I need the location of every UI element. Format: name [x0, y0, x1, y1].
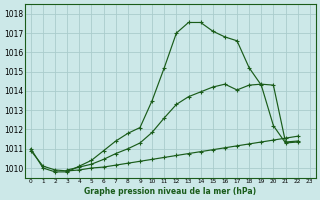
X-axis label: Graphe pression niveau de la mer (hPa): Graphe pression niveau de la mer (hPa) — [84, 187, 256, 196]
